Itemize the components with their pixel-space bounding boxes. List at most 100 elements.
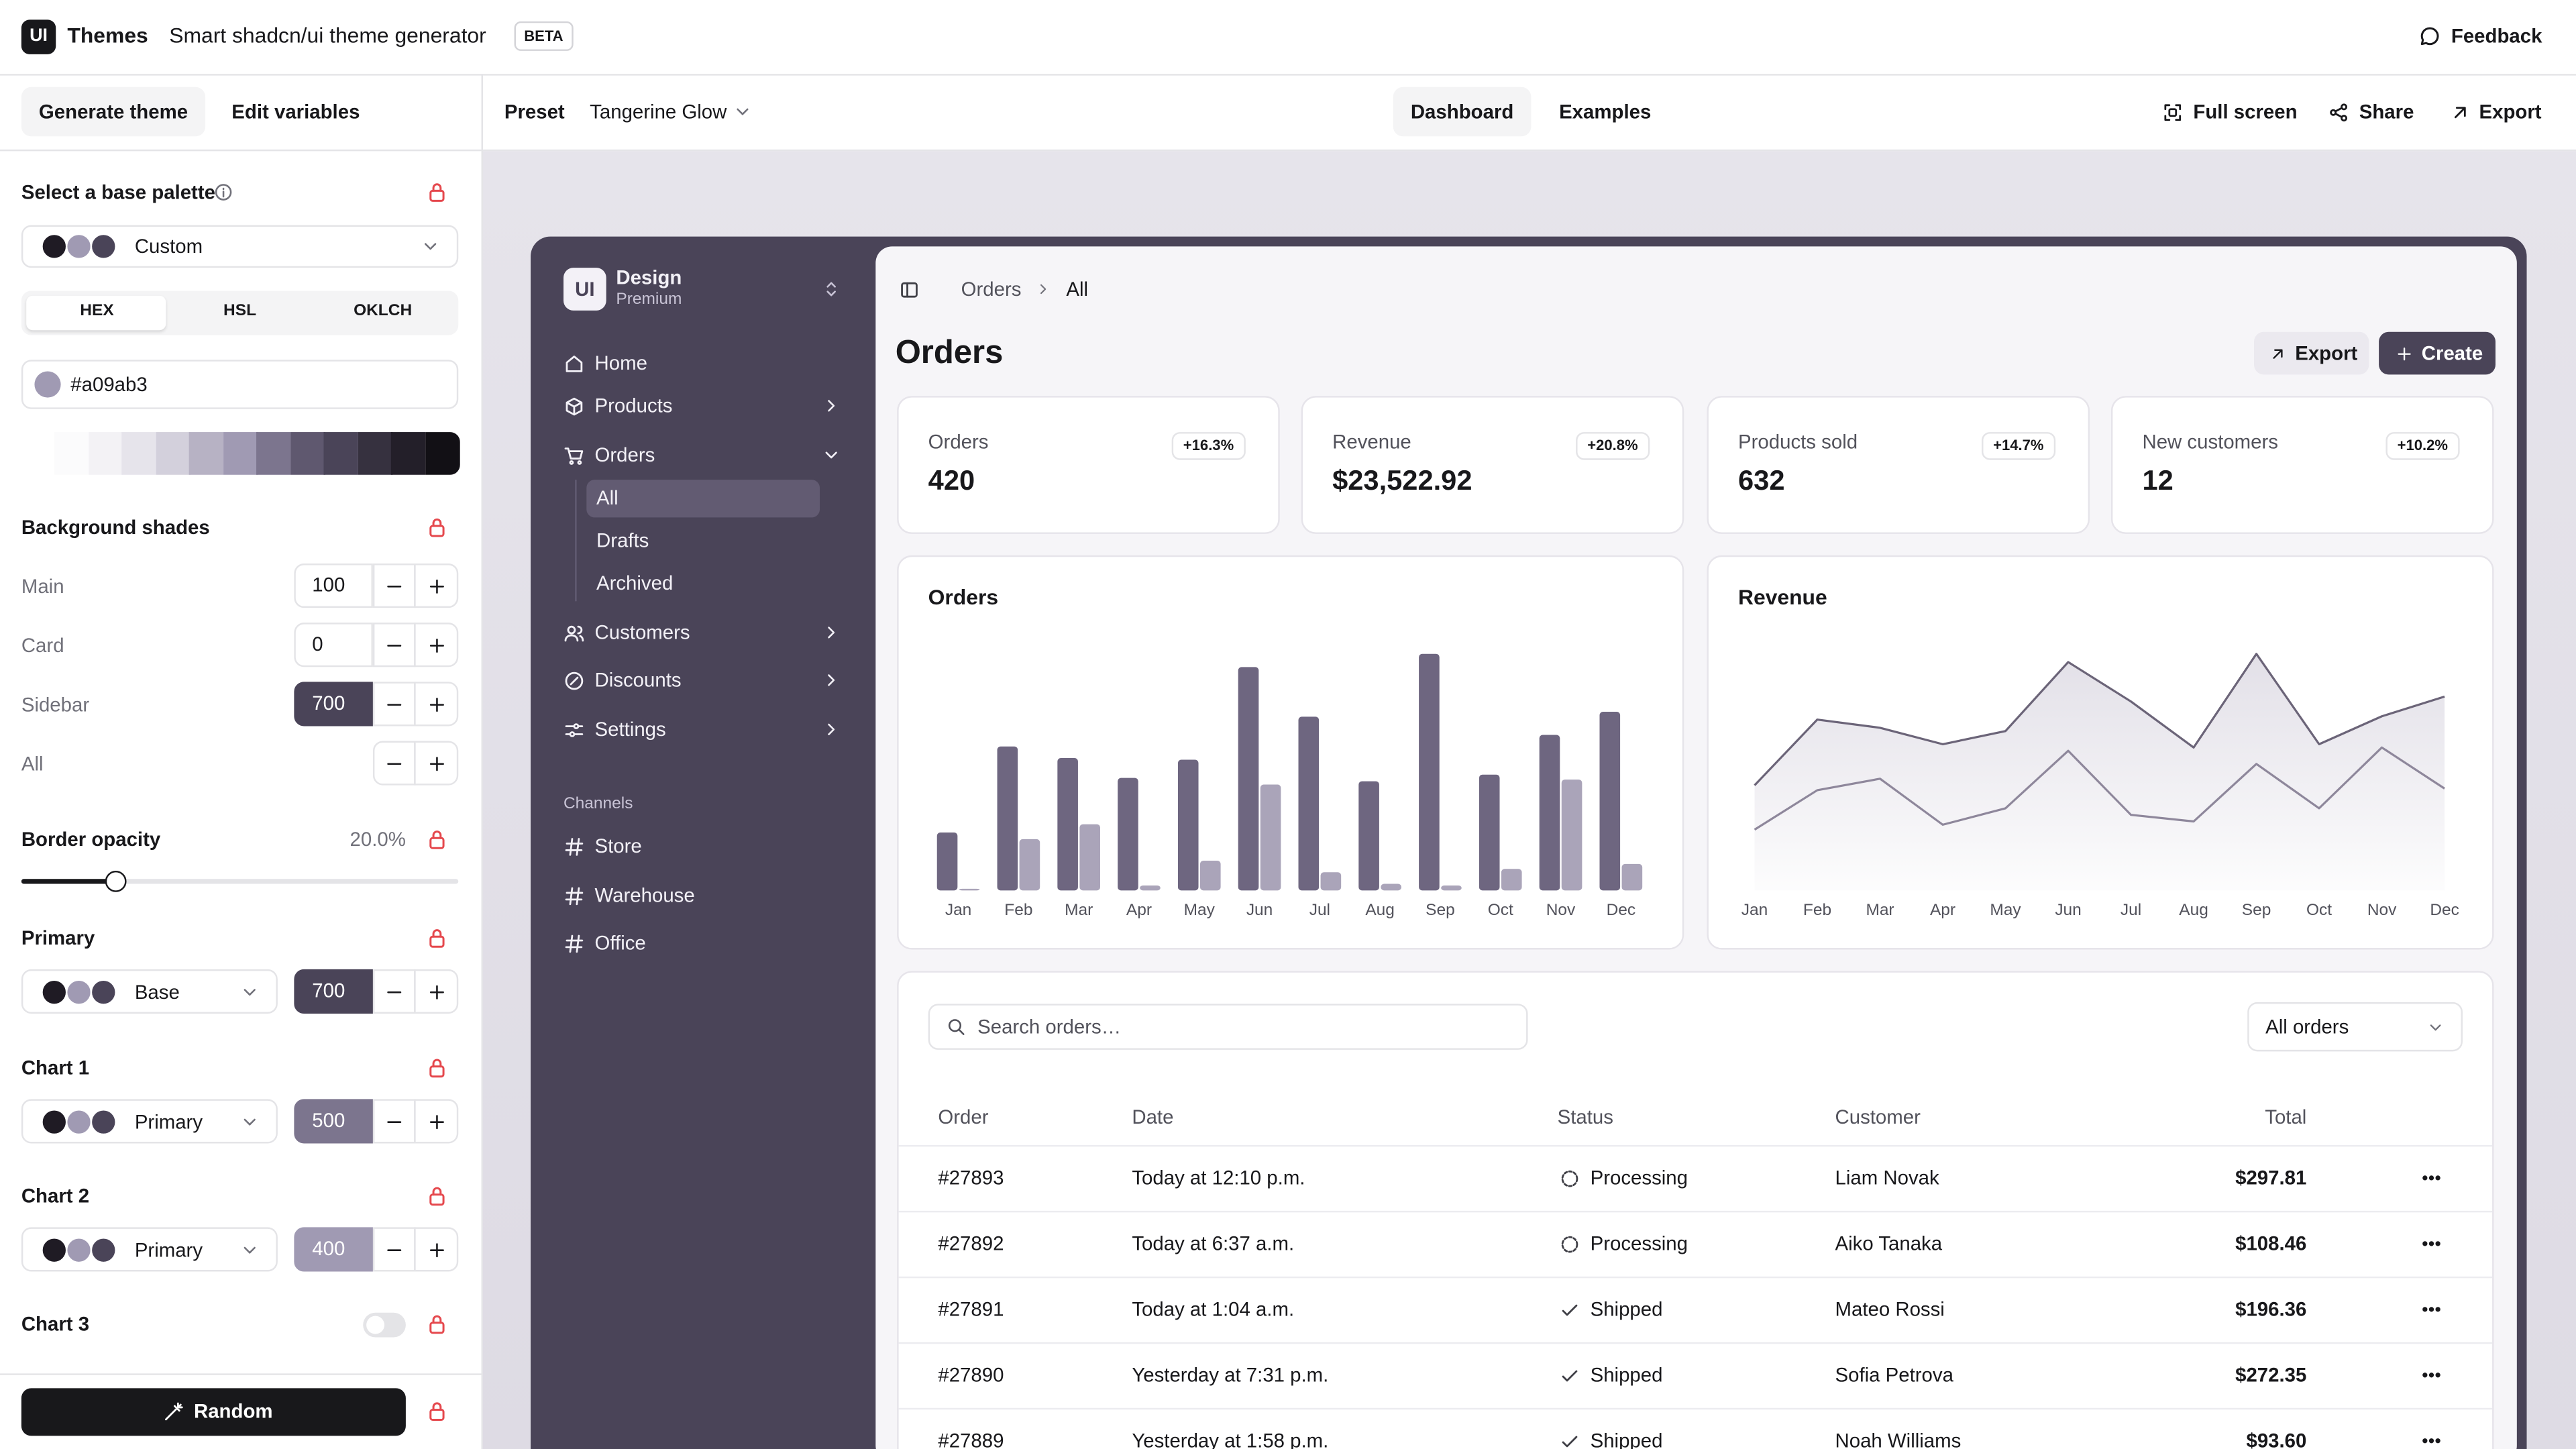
workspace-plan: Premium (616, 290, 682, 309)
palette-swatch (90, 1237, 117, 1264)
number-box: 700 (294, 969, 373, 1014)
icon-lock (429, 830, 445, 849)
stepper-plus[interactable] (414, 1227, 459, 1272)
icon-lock (429, 1059, 445, 1078)
icon-check (1561, 1435, 1577, 1447)
icon-chevR (828, 400, 835, 412)
status: Shipped (1590, 1429, 1663, 1449)
number-box: 100 (294, 564, 373, 608)
color-select[interactable] (21, 1099, 278, 1144)
stepper-plus[interactable] (414, 741, 459, 786)
table-cell: Today at 12:10 p.m. (1132, 1166, 1305, 1190)
random-button[interactable] (21, 1388, 406, 1436)
table-cell: $93.60 (2246, 1429, 2307, 1449)
button-label: Export (2295, 341, 2358, 365)
icon-plus (429, 579, 444, 594)
footer-border (0, 1373, 482, 1375)
stepper-plus[interactable] (414, 1099, 459, 1144)
tab: Generate theme (38, 100, 189, 123)
stepper-plus[interactable] (414, 969, 459, 1014)
breadcrumb: All (1066, 277, 1089, 301)
row-border (898, 1342, 2493, 1344)
search-placeholder: Search orders… (977, 1015, 1122, 1038)
format-option: OKLCH (354, 302, 413, 321)
breadcrumb: Orders (961, 277, 1022, 301)
table-header: Total (2265, 1106, 2307, 1129)
number-box: 400 (294, 1227, 373, 1272)
icon-lock (429, 518, 445, 537)
table-header: Date (1132, 1106, 1174, 1129)
format-option: HSL (223, 302, 257, 321)
stat-value: $23,522.92 (1332, 465, 1472, 496)
palette-swatch (90, 979, 117, 1006)
toolbar-border (483, 149, 2576, 152)
icon-chevUD (826, 282, 836, 297)
search-input[interactable] (928, 1004, 1528, 1050)
section-label: Primary (21, 926, 95, 950)
nav-item: Settings (594, 718, 666, 741)
nav-item: Discounts (594, 668, 682, 692)
subnav-item: Archived (596, 572, 674, 595)
subnav-active[interactable] (586, 480, 820, 518)
stepper-plus[interactable] (414, 682, 459, 727)
icon-minus (387, 763, 402, 765)
subnav-item: All (596, 486, 619, 510)
stat-change: +16.3% (1171, 432, 1246, 460)
stat-label: Orders (928, 430, 989, 453)
icon-check (1561, 1369, 1577, 1381)
icon-wand (164, 1401, 182, 1420)
tab: Dashboard (1410, 100, 1514, 123)
filter-select[interactable] (2247, 1002, 2463, 1052)
icon-dots (2422, 1175, 2440, 1181)
icon-search (948, 1019, 965, 1035)
beta-badge: BETA (514, 21, 574, 51)
palette-swatch (41, 1109, 68, 1136)
color-input[interactable] (21, 360, 459, 409)
shade-swatch (222, 432, 258, 475)
table-cell: $196.36 (2235, 1297, 2307, 1321)
shade-swatch (290, 432, 325, 475)
icon-chevD (2429, 1024, 2440, 1030)
section-label: Border opacity (21, 828, 161, 851)
stat-card (1301, 396, 1684, 534)
stepper-plus[interactable] (414, 623, 459, 667)
icon-dots (2422, 1373, 2440, 1378)
color-select[interactable] (21, 969, 278, 1014)
page-title: Orders (895, 335, 1004, 372)
icon-minus (387, 586, 402, 588)
random-label: Random (193, 1399, 273, 1423)
shade-swatch (189, 432, 224, 475)
palette-swatch (90, 233, 117, 260)
status: Shipped (1590, 1297, 1663, 1321)
palette-swatch (65, 979, 93, 1006)
shade-label: Card (21, 634, 64, 657)
button-label: Create (2421, 341, 2483, 365)
dashboard-tab-bg[interactable] (1393, 87, 1532, 137)
export-btn[interactable] (2254, 331, 2369, 375)
number-box: 700 (294, 682, 373, 727)
icon-plus (429, 1115, 444, 1130)
stat-value: 12 (2142, 465, 2174, 496)
table-cell: #27891 (938, 1297, 1004, 1321)
icon-full (2163, 103, 2180, 120)
icon-chevD (425, 243, 437, 250)
slider-knob[interactable] (105, 870, 127, 892)
table-cell: Today at 6:37 a.m. (1132, 1232, 1295, 1256)
icon-lock (429, 1187, 445, 1206)
status: Shipped (1590, 1363, 1663, 1387)
color-select[interactable] (21, 1227, 278, 1272)
panel-header-border (0, 149, 482, 152)
stat-card (1707, 396, 2090, 534)
icon-chevD (244, 1246, 256, 1254)
stat-label: Revenue (1332, 430, 1411, 453)
icon-lock (429, 1402, 445, 1421)
section-label: Chart 3 (21, 1312, 90, 1336)
workspace-name: Design (616, 266, 682, 290)
palette-select[interactable] (21, 225, 459, 268)
sidebar-logo: UI (564, 268, 606, 311)
stepper-plus[interactable] (414, 564, 459, 608)
icon-chevR (828, 627, 835, 639)
nav-item: Customers (594, 621, 690, 644)
